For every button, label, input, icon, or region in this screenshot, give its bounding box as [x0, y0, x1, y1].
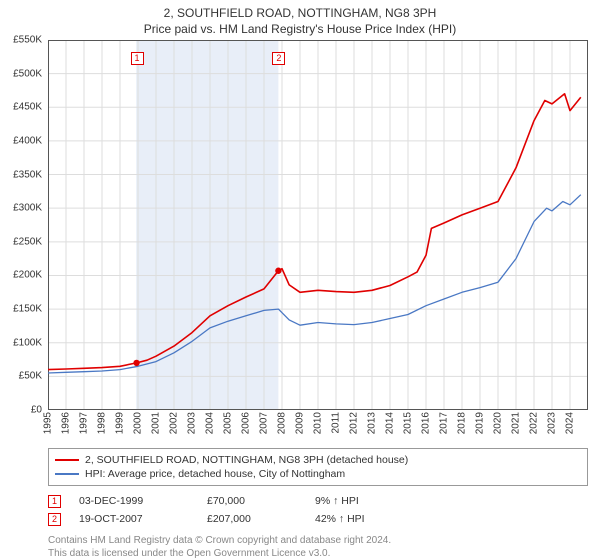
legend-swatch-price-paid — [55, 459, 79, 461]
y-tick-label: £350K — [13, 169, 42, 180]
y-tick-label: £550K — [13, 35, 42, 46]
x-tick-label: 2005 — [223, 412, 234, 434]
series-legend: 2, SOUTHFIELD ROAD, NOTTINGHAM, NG8 3PH … — [48, 448, 588, 486]
sale-marker-price: £207,000 — [207, 510, 297, 528]
x-tick-label: 2019 — [475, 412, 486, 434]
x-tick-label: 2007 — [259, 412, 270, 434]
sale-marker-box-icon: 2 — [272, 52, 285, 65]
sale-marker-index-icon: 2 — [48, 513, 61, 526]
x-tick-label: 2013 — [367, 412, 378, 434]
x-tick-label: 2023 — [547, 412, 558, 434]
chart-container: 2, SOUTHFIELD ROAD, NOTTINGHAM, NG8 3PH … — [0, 0, 600, 560]
x-tick-label: 2012 — [349, 412, 360, 434]
sale-marker-list: 1 03-DEC-1999 £70,000 9% ↑ HPI 2 19-OCT-… — [48, 492, 588, 528]
legend-label-hpi: HPI: Average price, detached house, City… — [85, 467, 345, 481]
y-tick-label: £150K — [13, 304, 42, 315]
legend-row-hpi: HPI: Average price, detached house, City… — [55, 467, 581, 481]
sale-marker-row: 1 03-DEC-1999 £70,000 9% ↑ HPI — [48, 492, 588, 510]
x-tick-label: 1997 — [79, 412, 90, 434]
x-tick-label: 2014 — [385, 412, 396, 434]
sale-marker-pct: 42% ↑ HPI — [315, 510, 405, 528]
y-tick-label: £400K — [13, 135, 42, 146]
chart-titles: 2, SOUTHFIELD ROAD, NOTTINGHAM, NG8 3PH … — [0, 0, 600, 36]
x-tick-label: 2020 — [493, 412, 504, 434]
x-tick-label: 2010 — [313, 412, 324, 434]
sale-marker-index-icon: 1 — [48, 495, 61, 508]
footer-note: Contains HM Land Registry data © Crown c… — [48, 534, 588, 560]
y-tick-label: £250K — [13, 236, 42, 247]
sale-marker-row: 2 19-OCT-2007 £207,000 42% ↑ HPI — [48, 510, 588, 528]
plot-svg — [48, 40, 588, 410]
x-tick-label: 2008 — [277, 412, 288, 434]
y-tick-label: £450K — [13, 102, 42, 113]
x-tick-label: 1998 — [97, 412, 108, 434]
sale-marker-date: 19-OCT-2007 — [79, 510, 189, 528]
sale-marker-pct: 9% ↑ HPI — [315, 492, 405, 510]
y-tick-label: £100K — [13, 337, 42, 348]
plot-area: 12 — [48, 40, 588, 410]
legend-label-price-paid: 2, SOUTHFIELD ROAD, NOTTINGHAM, NG8 3PH … — [85, 453, 408, 467]
x-tick-label: 2004 — [205, 412, 216, 434]
x-tick-label: 1996 — [61, 412, 72, 434]
x-tick-label: 2021 — [511, 412, 522, 434]
y-tick-label: £500K — [13, 68, 42, 79]
y-tick-label: £50K — [19, 371, 42, 382]
sale-marker-price: £70,000 — [207, 492, 297, 510]
sale-marker-date: 03-DEC-1999 — [79, 492, 189, 510]
y-tick-label: £300K — [13, 203, 42, 214]
x-tick-label: 2018 — [457, 412, 468, 434]
x-tick-label: 1995 — [43, 412, 54, 434]
x-tick-label: 1999 — [115, 412, 126, 434]
y-tick-label: £200K — [13, 270, 42, 281]
x-tick-label: 2006 — [241, 412, 252, 434]
footer-line-2: This data is licensed under the Open Gov… — [48, 547, 588, 560]
footer-line-1: Contains HM Land Registry data © Crown c… — [48, 534, 588, 547]
x-tick-label: 2015 — [403, 412, 414, 434]
legend-block: 2, SOUTHFIELD ROAD, NOTTINGHAM, NG8 3PH … — [48, 448, 588, 560]
y-axis: £0£50K£100K£150K£200K£250K£300K£350K£400… — [0, 40, 46, 410]
x-axis: 1995199619971998199920002001200220032004… — [48, 410, 588, 444]
x-tick-label: 2016 — [421, 412, 432, 434]
x-tick-label: 2001 — [151, 412, 162, 434]
sale-marker-box-icon: 1 — [131, 52, 144, 65]
x-tick-label: 2003 — [187, 412, 198, 434]
chart-title-subtitle: Price paid vs. HM Land Registry's House … — [0, 22, 600, 36]
x-tick-label: 2009 — [295, 412, 306, 434]
legend-row-price-paid: 2, SOUTHFIELD ROAD, NOTTINGHAM, NG8 3PH … — [55, 453, 581, 467]
x-tick-label: 2011 — [331, 412, 342, 434]
x-tick-label: 2022 — [529, 412, 540, 434]
x-tick-label: 2024 — [565, 412, 576, 434]
x-tick-label: 2002 — [169, 412, 180, 434]
x-tick-label: 2000 — [133, 412, 144, 434]
x-tick-label: 2017 — [439, 412, 450, 434]
chart-title-address: 2, SOUTHFIELD ROAD, NOTTINGHAM, NG8 3PH — [0, 6, 600, 20]
y-tick-label: £0 — [31, 405, 42, 416]
legend-swatch-hpi — [55, 473, 79, 475]
